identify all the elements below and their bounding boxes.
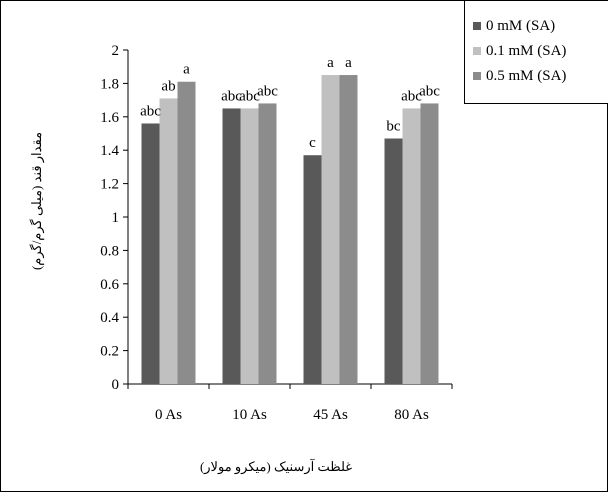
y-tick-label: 1.4 — [100, 143, 119, 159]
significance-letter: abc — [140, 103, 161, 119]
legend-item-1: 0.1 mM (SA) — [473, 40, 566, 62]
significance-letter: a — [327, 55, 334, 71]
bar — [321, 75, 340, 385]
bar — [303, 155, 322, 384]
y-tick-label: 1.8 — [100, 76, 119, 92]
x-category-label: 45 As — [313, 407, 348, 423]
legend-label-1: 0.1 mM (SA) — [486, 42, 567, 59]
bar — [177, 81, 196, 384]
significance-letter: a — [183, 62, 190, 78]
legend-label-0: 0 mM (SA) — [486, 17, 556, 34]
legend: 0 mM (SA) 0.1 mM (SA) 0.5 mM (SA) — [464, 1, 608, 104]
significance-letter: ab — [161, 78, 175, 94]
bar — [402, 108, 421, 384]
x-category-label: 10 As — [232, 407, 267, 423]
y-tick-label: 1.2 — [100, 177, 119, 193]
y-tick-label: 0.8 — [100, 243, 119, 259]
legend-label-2: 0.5 mM (SA) — [486, 67, 567, 84]
significance-letter: abc — [257, 83, 278, 99]
significance-letter: abc — [239, 88, 260, 104]
x-category-label: 0 As — [155, 407, 182, 423]
legend-item-0: 0 mM (SA) — [473, 15, 555, 37]
x-category-labels: 0 As 10 As 45 As 80 As — [127, 384, 453, 423]
y-ticks: 0 0.2 0.4 0.6 0.8 1 1.2 1.4 1.6 1.8 2 — [100, 43, 128, 393]
y-tick-label: 2 — [112, 43, 120, 59]
bar — [222, 108, 241, 384]
y-tick-label: 0.4 — [100, 310, 119, 326]
bar — [339, 75, 358, 385]
significance-letter: abc — [419, 83, 440, 99]
y-tick-label: 0.6 — [100, 277, 119, 293]
x-axis-title: غلظت آرسنیک (میکرو مولار) — [200, 458, 352, 475]
bar — [240, 108, 259, 384]
y-tick-label: 0 — [112, 377, 120, 393]
y-tick-label: 0.2 — [100, 344, 119, 360]
significance-letter: abc — [401, 88, 422, 104]
legend-item-2: 0.5 mM (SA) — [473, 65, 566, 87]
x-category-label: 80 As — [394, 407, 429, 423]
significance-letter: bc — [386, 119, 401, 135]
significance-letter: a — [345, 55, 352, 71]
y-tick-label: 1 — [112, 210, 120, 226]
legend-swatch-0 — [473, 22, 481, 30]
bar — [384, 138, 403, 384]
y-axis-title: مقدار قند (میلی گرم/گرم) — [29, 132, 45, 270]
legend-swatch-1 — [473, 47, 481, 55]
legend-swatch-2 — [473, 72, 481, 80]
bars — [141, 75, 439, 385]
significance-letter: abc — [221, 88, 242, 104]
bar — [258, 103, 277, 384]
bar — [159, 98, 178, 385]
bar — [420, 103, 439, 384]
bar — [141, 123, 160, 384]
significance-letter: c — [309, 135, 316, 151]
y-tick-label: 1.6 — [100, 110, 119, 126]
